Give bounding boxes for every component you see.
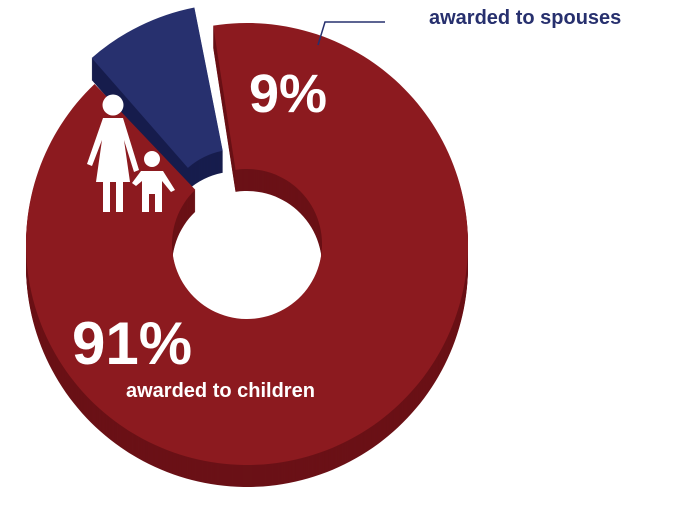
spouses-percent-label: 9% (249, 64, 327, 124)
chart-labels-layer: 91% awarded to children 9% awarded to sp… (72, 7, 621, 402)
spouses-slice (91, 7, 223, 168)
spouses-leader-line (317, 21, 385, 46)
children-percent-label: 91% (72, 310, 192, 377)
spouses-caption-label: awarded to spouses (429, 7, 621, 29)
children-slice (25, 22, 468, 465)
children-caption-label: awarded to children (126, 380, 315, 402)
parent-and-child-icon (87, 94, 175, 212)
donut-top-layer (25, 7, 468, 465)
